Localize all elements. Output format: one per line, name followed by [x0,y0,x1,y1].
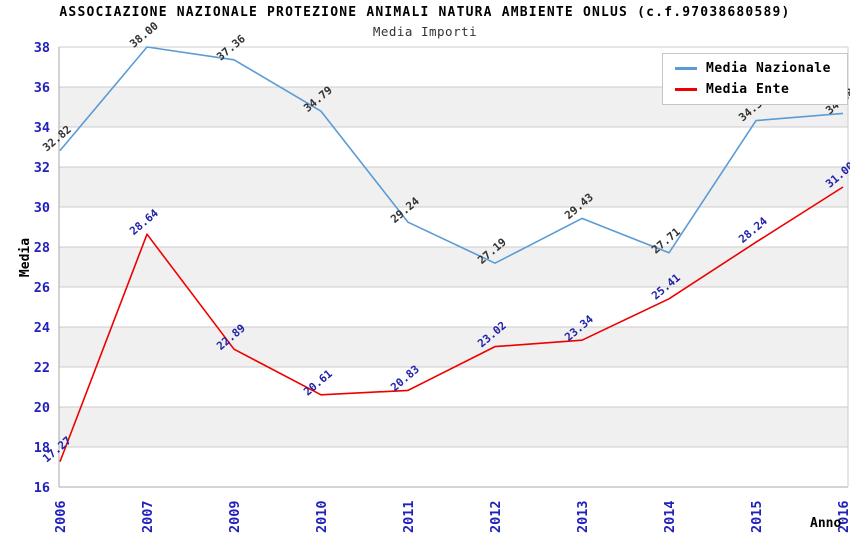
axis-frame [58,47,849,488]
y-tick-label: 26 [34,280,50,296]
x-tick-label: 2006 [53,500,69,533]
x-tick-label: 2010 [314,500,330,533]
y-tick-label: 22 [34,360,50,376]
y-tick-label: 20 [34,400,50,416]
y-tick-labels: 38 36 34 32 30 28 26 24 22 20 18 16 [34,40,50,496]
data-label: 28.24 [736,214,770,245]
plot-band [59,167,848,207]
y-tick-label: 28 [34,240,50,256]
legend-line-sample-red [675,88,697,91]
y-tick-label: 36 [34,80,50,96]
legend-label: Media Ente [706,82,790,97]
x-tick-label: 2014 [662,500,678,533]
chart-subtitle: Media Importi [372,24,478,39]
y-tick-label: 38 [34,40,50,56]
legend-line-sample-blue [675,67,697,70]
x-tick-label: 2015 [749,500,765,533]
x-tick-label: 2007 [140,500,156,533]
y-tick-label: 34 [34,120,50,136]
y-tick-label: 30 [34,200,50,216]
series-line-media-nazionale [59,46,844,265]
plot-band [59,247,848,287]
plot-band [59,327,848,367]
y-tick-label: 32 [34,160,50,176]
y-tick-label: 16 [34,480,50,496]
x-tick-label: 2009 [227,500,243,533]
y-tick-label: 18 [34,440,50,456]
plot-band [59,407,848,447]
x-tick-labels: 2006 2007 2009 2010 2011 2012 2013 2014 2015 2016 [53,500,850,533]
x-tick-label: 2012 [488,500,504,533]
x-tick-label: 2016 [836,500,850,533]
data-label: 38.00 [127,19,161,50]
series-line-media-ente [59,186,844,462]
x-tick-label: 2011 [401,500,417,533]
y-axis-title: Media [18,237,34,278]
y-tick-label: 24 [34,320,50,336]
chart-title: ASSOCIAZIONE NAZIONALE PROTEZIONE ANIMAL… [59,5,791,20]
x-axis-title: Anno [810,516,842,531]
plot-bands [59,87,848,447]
legend-item-media-nazionale: Media Nazionale [675,61,847,76]
x-tick-label: 2013 [575,500,591,533]
data-label: 28.64 [127,206,161,237]
legend-label: Media Nazionale [706,61,831,76]
legend-item-media-ente: Media Ente [675,82,847,97]
legend: Media Nazionale Media Ente [662,53,848,105]
